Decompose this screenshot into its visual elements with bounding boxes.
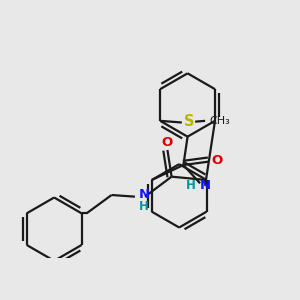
Text: CH₃: CH₃ (209, 116, 230, 126)
Text: O: O (161, 136, 172, 149)
Text: N: N (139, 188, 150, 201)
Text: S: S (184, 114, 195, 129)
Text: H: H (139, 200, 149, 213)
Text: H: H (186, 179, 196, 192)
Text: O: O (211, 154, 222, 167)
Text: N: N (200, 179, 211, 192)
